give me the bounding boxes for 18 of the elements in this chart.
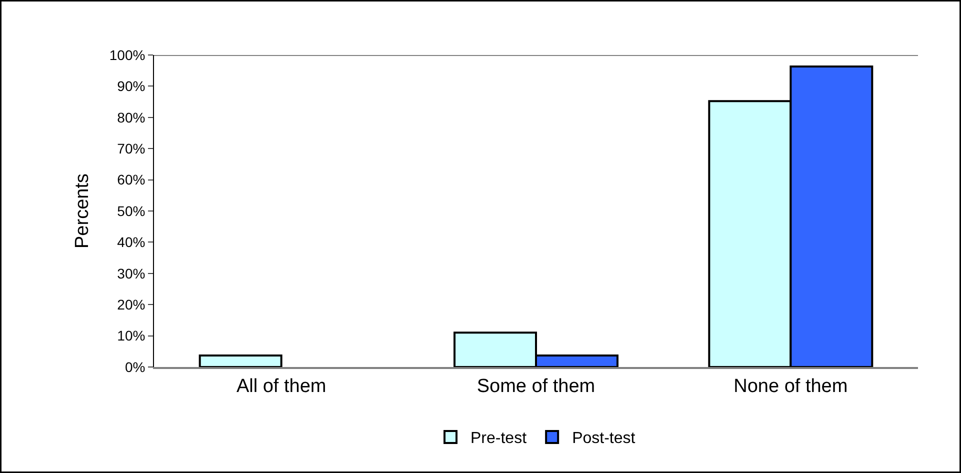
- x-tick-label: Some of them: [476, 376, 596, 397]
- bar: [198, 354, 282, 367]
- y-tick-label: 90%: [117, 78, 146, 94]
- x-tick-label: All of them: [236, 376, 326, 397]
- y-tick-label: 40%: [117, 234, 146, 250]
- y-tick-label: 10%: [117, 328, 146, 344]
- legend-label: Pre-test: [470, 430, 528, 448]
- y-tick-label: 80%: [117, 109, 146, 126]
- y-tick-label: 70%: [117, 140, 146, 156]
- y-tick-label: 60%: [117, 172, 146, 188]
- y-tick-label: 100%: [109, 46, 146, 63]
- x-tick-label: None of them: [734, 376, 848, 397]
- y-tick-label: 50%: [117, 202, 146, 219]
- y-tick-label: 30%: [117, 265, 146, 282]
- y-tick-label: 0%: [124, 358, 146, 375]
- legend-label: Post-test: [572, 430, 636, 448]
- y-tick-label: 20%: [117, 296, 146, 312]
- y-axis-title: Percents: [72, 174, 94, 248]
